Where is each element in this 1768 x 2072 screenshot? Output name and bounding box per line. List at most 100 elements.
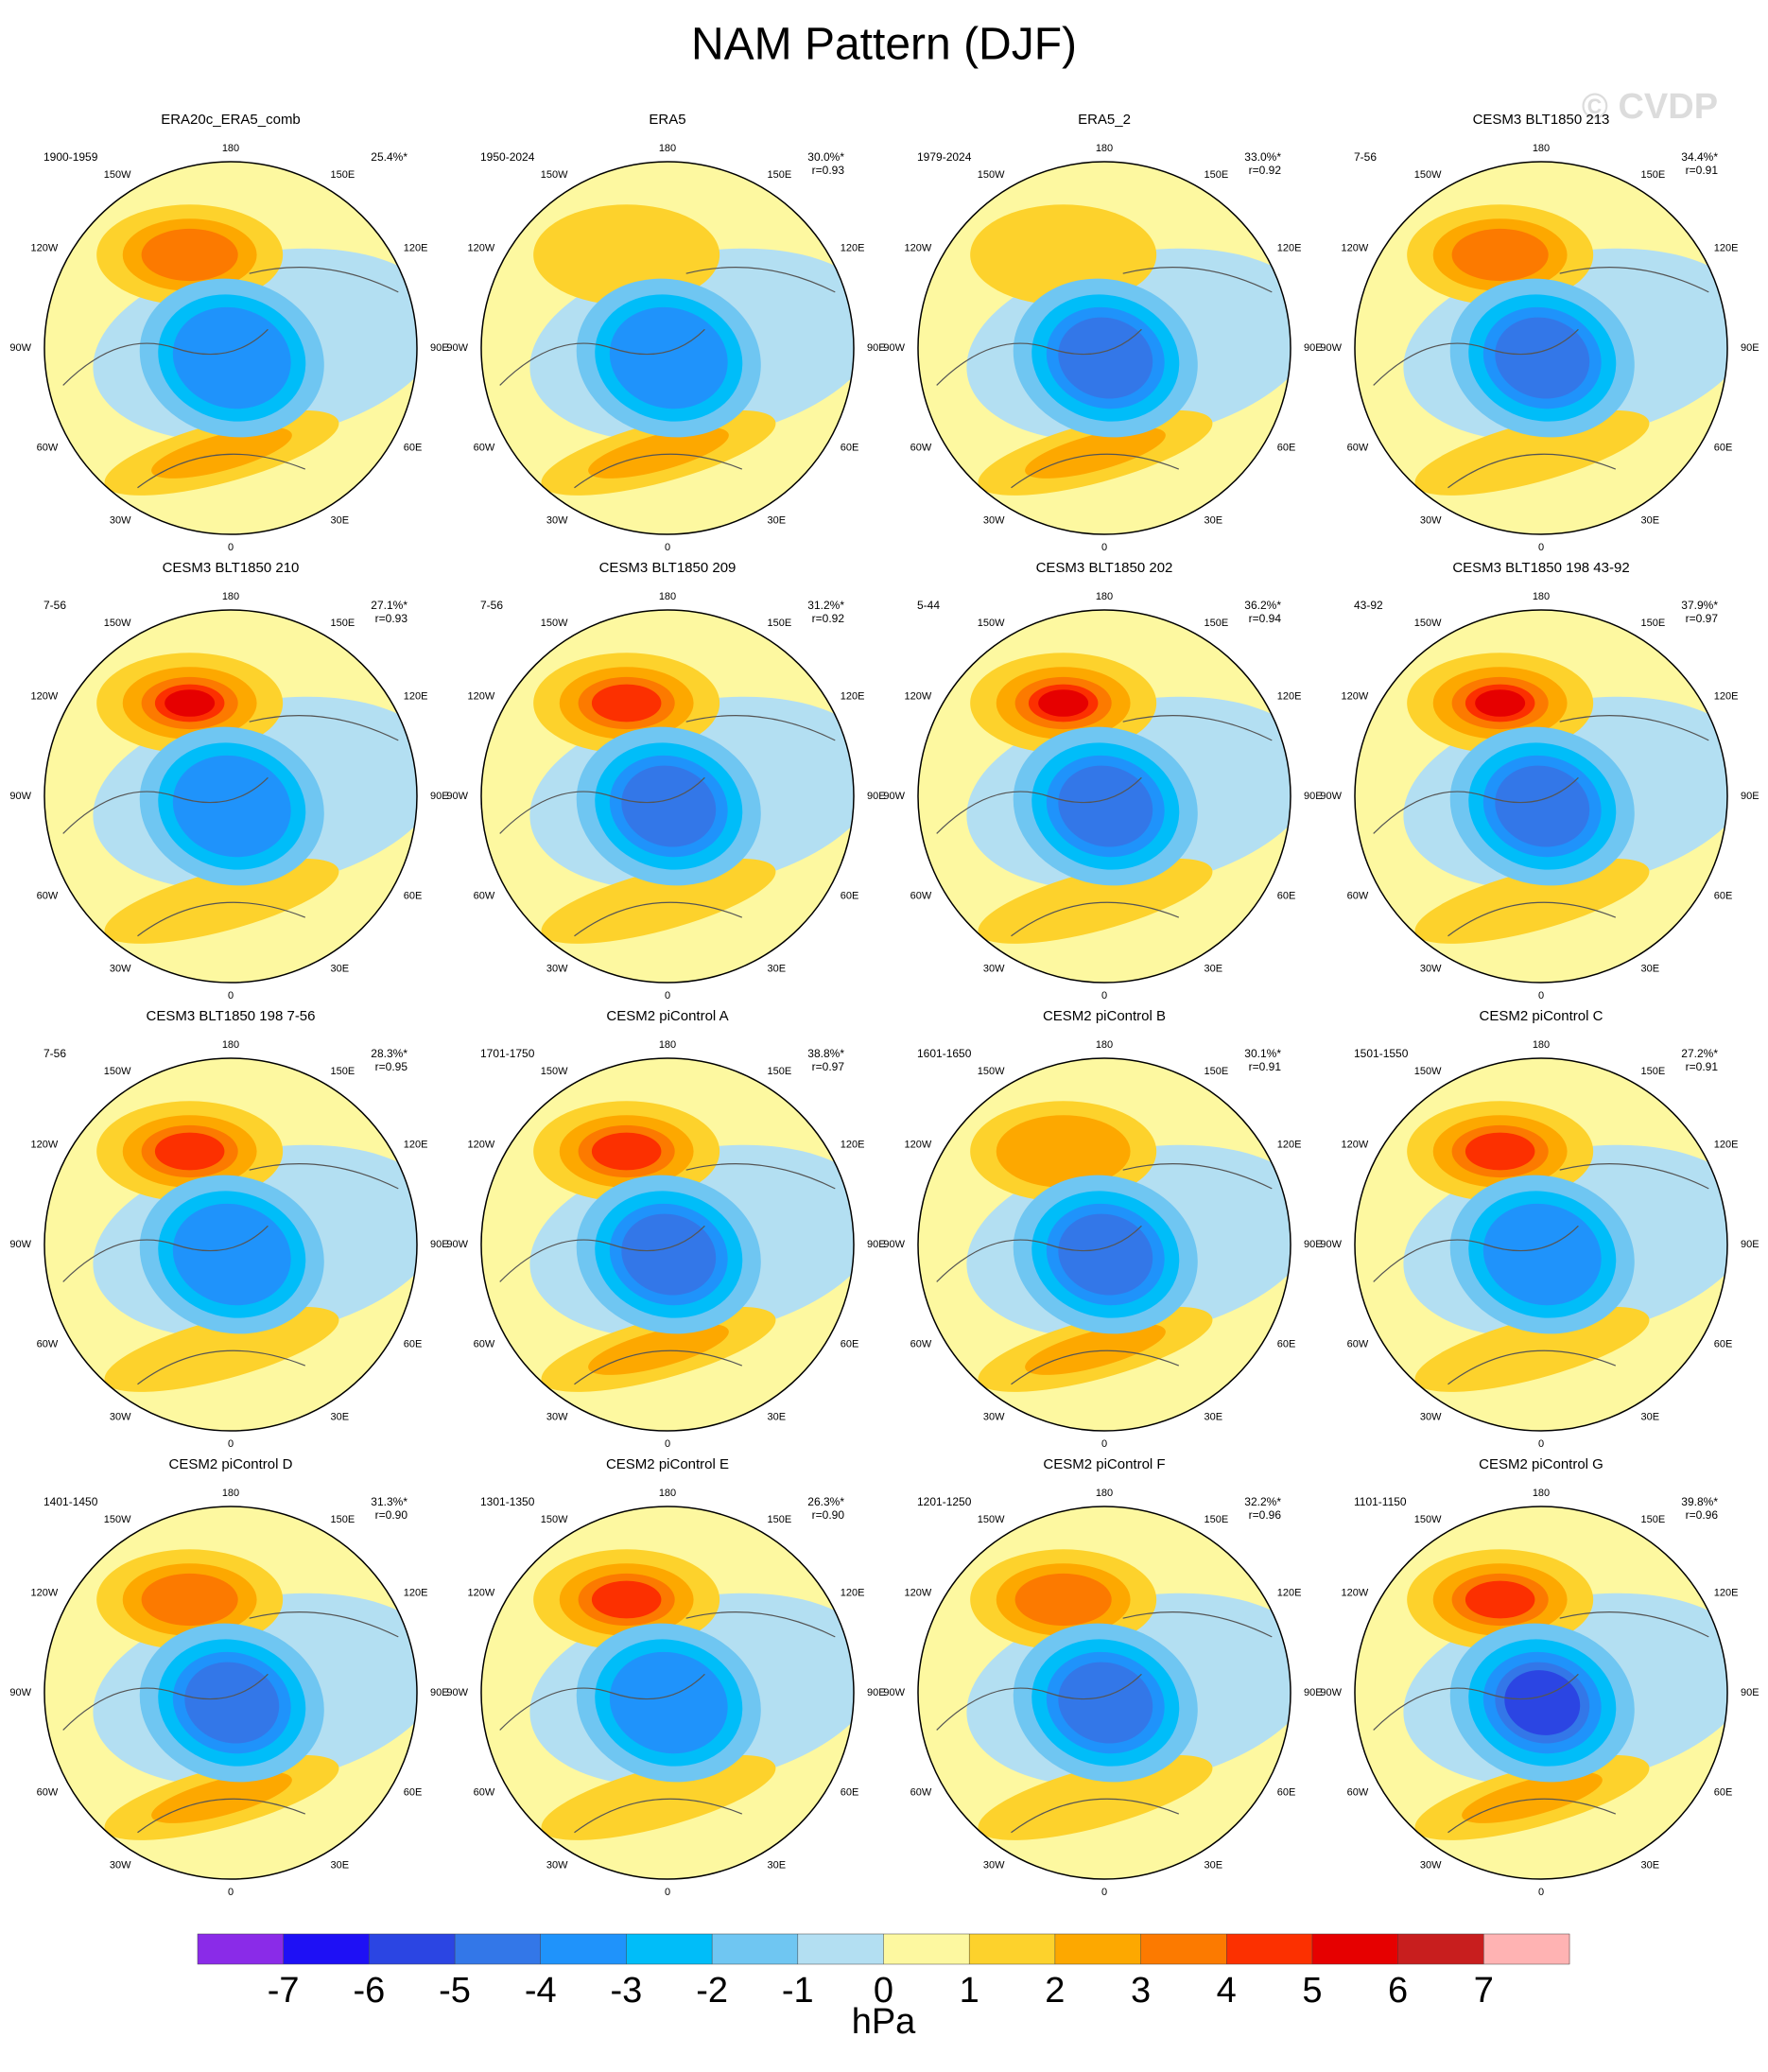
lon-label: 30W — [983, 964, 1005, 975]
panel-correlation: r=0.92 — [1249, 164, 1282, 177]
panel-period: 1101-1150 — [1354, 1495, 1407, 1508]
contour — [141, 228, 238, 282]
coastline — [62, 715, 399, 937]
panel-variance: 31.3%* — [371, 1495, 407, 1508]
lon-label: 150W — [104, 618, 131, 629]
lon-label: 90E — [430, 1239, 449, 1250]
lon-label: 0 — [665, 990, 670, 1001]
lon-label: 30W — [110, 1860, 131, 1872]
colorbar-tick-label: 7 — [1474, 1971, 1494, 2011]
lon-label: 180 — [659, 143, 676, 154]
lon-label: 120E — [841, 690, 865, 702]
lon-label: 60E — [404, 1338, 423, 1349]
lon-label: 120W — [905, 1139, 932, 1150]
lon-label: 30E — [331, 964, 350, 975]
lon-label: 120W — [1342, 242, 1369, 253]
lon-label: 180 — [659, 1039, 676, 1051]
lon-label: 0 — [228, 542, 234, 553]
lon-label: 60E — [1277, 442, 1296, 453]
contour — [1495, 765, 1590, 847]
lon-label: 180 — [222, 1039, 239, 1051]
map-border — [917, 161, 1291, 535]
lon-label: 90E — [430, 1687, 449, 1698]
colorbar-tick-label: 0 — [874, 1971, 893, 2011]
lon-label: 180 — [1096, 1039, 1113, 1051]
colorbar-box — [198, 1934, 285, 1964]
panel-period: 7-56 — [480, 599, 503, 612]
panel-variance: 31.2%* — [807, 599, 844, 612]
lon-label: 120E — [404, 690, 428, 702]
coastline — [1373, 1163, 1709, 1385]
lon-label: 150E — [768, 1066, 792, 1077]
lon-label: 180 — [1533, 143, 1550, 154]
panel-period: 7-56 — [43, 1047, 66, 1060]
contour — [1475, 689, 1526, 717]
panel-title: CESM3 BLT1850 213 — [1473, 112, 1610, 128]
lon-label: 150E — [331, 618, 355, 629]
panel-period: 1601-1650 — [917, 1047, 972, 1060]
lon-label: 60E — [841, 1338, 859, 1349]
lon-label: 150W — [978, 618, 1005, 629]
lon-label: 30E — [1641, 964, 1660, 975]
panel-variance: 27.1%* — [371, 599, 407, 612]
map — [918, 1058, 1291, 1431]
panel-title: ERA5 — [649, 112, 685, 128]
contour — [588, 427, 729, 479]
lon-label: 150W — [104, 1514, 131, 1525]
lon-label: 0 — [665, 1887, 670, 1898]
lon-label: 150E — [1205, 1514, 1229, 1525]
contour — [978, 1754, 1213, 1840]
colorbar-tick-label: -7 — [268, 1971, 300, 2011]
lon-label: 30E — [331, 1412, 350, 1423]
lon-label: 90W — [446, 342, 468, 354]
panel-period: 1950-2024 — [480, 150, 535, 164]
lon-label: 0 — [1538, 990, 1544, 1001]
lon-label: 120E — [1277, 242, 1302, 253]
panel-variance: 28.3%* — [371, 1047, 407, 1060]
lon-label: 90E — [1304, 1687, 1323, 1698]
lon-label: 60W — [910, 1786, 932, 1798]
colorbar-tick-label: 3 — [1131, 1971, 1151, 2011]
panel-title: CESM3 BLT1850 202 — [1036, 560, 1173, 576]
lon-label: 0 — [1538, 542, 1544, 553]
panel-period: 1900-1959 — [43, 150, 98, 164]
map-border — [480, 1506, 855, 1880]
lon-label: 150E — [768, 169, 792, 181]
lon-label: 150E — [1205, 169, 1229, 181]
lon-label: 60W — [474, 442, 495, 453]
contour — [1504, 1670, 1581, 1735]
map-border — [43, 1057, 418, 1432]
panel-title: CESM2 piControl B — [1043, 1008, 1166, 1024]
lon-label: 60W — [910, 1338, 932, 1349]
lon-label: 90E — [867, 1687, 886, 1698]
lon-label: 30W — [110, 1412, 131, 1423]
map — [44, 610, 417, 983]
contour — [1014, 1573, 1112, 1627]
contour — [172, 1203, 291, 1306]
lon-label: 90W — [883, 1239, 905, 1250]
lon-label: 30E — [768, 1860, 787, 1872]
colorbar-tick-label: 4 — [1217, 1971, 1237, 2011]
lon-label: 120E — [404, 1139, 428, 1150]
lon-label: 120W — [905, 690, 932, 702]
contour — [172, 306, 291, 409]
coastline — [499, 1611, 836, 1834]
lon-label: 180 — [1096, 591, 1113, 602]
lon-label: 90E — [1304, 1239, 1323, 1250]
contour — [1025, 427, 1166, 479]
panel-correlation: r=0.91 — [1686, 1060, 1719, 1073]
coastline — [499, 267, 836, 489]
lon-label: 60E — [1714, 1786, 1733, 1798]
coastline — [62, 267, 399, 489]
colorbar-box — [283, 1934, 370, 1964]
contour — [609, 306, 728, 409]
panel-variance: 27.2%* — [1681, 1047, 1718, 1060]
colorbar-box — [369, 1934, 456, 1964]
lon-label: 60E — [1277, 1786, 1296, 1798]
lon-label: 30E — [768, 515, 787, 527]
panel-variance: 37.9%* — [1681, 599, 1718, 612]
lon-label: 150W — [1414, 169, 1442, 181]
lon-label: 120E — [404, 1587, 428, 1598]
panel-period: 1979-2024 — [917, 150, 972, 164]
